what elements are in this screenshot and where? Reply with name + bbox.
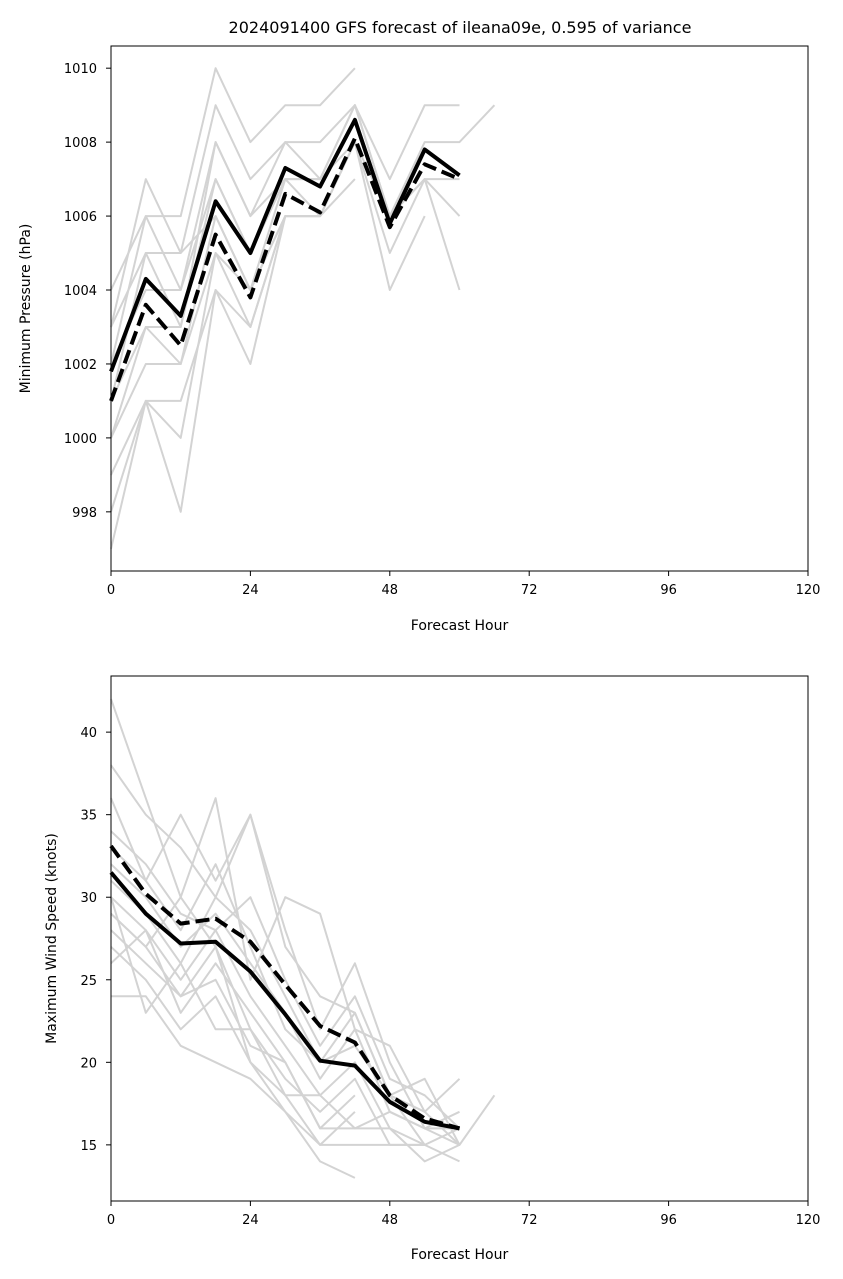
pressure-solid-line bbox=[109, 117, 461, 373]
wind-y-tick-label: 30 bbox=[80, 891, 97, 906]
wind-y-axis-label: Maximum Wind Speed (knots) bbox=[44, 833, 60, 1044]
pressure-y-tick-label: 1006 bbox=[64, 210, 97, 225]
wind-dashed-line bbox=[109, 844, 461, 1131]
wind-x-tick-label: 24 bbox=[242, 1213, 259, 1228]
pressure-y-tick-label: 1010 bbox=[64, 62, 97, 77]
pressure-member-line-1 bbox=[110, 67, 356, 291]
pressure-y-tick-label: 1000 bbox=[64, 432, 97, 447]
pressure-x-tick-label: 0 bbox=[107, 583, 115, 598]
wind-x-tick-label: 120 bbox=[796, 1213, 821, 1228]
pressure-y-tick-label: 1002 bbox=[64, 358, 97, 373]
figure-title: 2024091400 GFS forecast of ileana09e, 0.… bbox=[229, 18, 692, 37]
pressure-x-tick-label: 96 bbox=[660, 583, 677, 598]
wind-x-axis: 0 24 48 72 96 120 bbox=[107, 1201, 821, 1228]
wind-y-tick-label: 25 bbox=[80, 974, 97, 989]
pressure-y-axis-label: Minimum Pressure (hPa) bbox=[18, 224, 34, 394]
wind-x-tick-label: 72 bbox=[521, 1213, 538, 1228]
pressure-x-tick-label: 48 bbox=[382, 583, 399, 598]
pressure-member-lines bbox=[110, 67, 496, 550]
wind-y-axis: 15 20 25 30 35 40 bbox=[80, 726, 111, 1154]
wind-x-axis-label: Forecast Hour bbox=[411, 1247, 509, 1263]
wind-member-line-2 bbox=[110, 764, 496, 1146]
pressure-y-tick-label: 1008 bbox=[64, 136, 97, 151]
wind-y-tick-label: 20 bbox=[80, 1056, 97, 1071]
wind-member-line-15 bbox=[110, 929, 460, 1163]
pressure-x-axis-label: Forecast Hour bbox=[411, 618, 509, 634]
pressure-member-line-3 bbox=[110, 104, 496, 365]
wind-member-line-1 bbox=[110, 698, 461, 1113]
pressure-x-tick-label: 72 bbox=[521, 583, 538, 598]
wind-solid-line bbox=[109, 871, 460, 1131]
pressure-mean-lines bbox=[109, 117, 461, 402]
pressure-x-axis: 0 24 48 72 96 120 bbox=[107, 571, 821, 598]
pressure-x-tick-label: 120 bbox=[796, 583, 821, 598]
wind-x-tick-label: 48 bbox=[382, 1213, 399, 1228]
pressure-member-line-11 bbox=[110, 178, 287, 328]
wind-y-tick-label: 35 bbox=[80, 809, 97, 824]
pressure-panel: 0 24 48 72 96 120 998 1000 1002 1004 1006 1008 1010… bbox=[18, 45, 821, 634]
wind-y-tick-label: 15 bbox=[80, 1139, 97, 1154]
pressure-y-tick-label: 998 bbox=[72, 506, 97, 521]
wind-x-tick-label: 96 bbox=[660, 1213, 677, 1228]
wind-member-line-4 bbox=[110, 830, 461, 1130]
pressure-plot-frame bbox=[110, 45, 809, 572]
pressure-y-tick-label: 1004 bbox=[64, 284, 97, 299]
pressure-dashed-line bbox=[109, 136, 461, 402]
wind-x-tick-label: 0 bbox=[107, 1213, 115, 1228]
wind-y-tick-label: 40 bbox=[80, 726, 97, 741]
wind-mean-lines bbox=[109, 844, 461, 1131]
wind-plot-frame bbox=[110, 675, 809, 1202]
wind-member-line-7 bbox=[110, 879, 460, 1163]
wind-member-line-8 bbox=[110, 896, 426, 1146]
pressure-y-axis: 998 1000 1002 1004 1006 1008 1010 bbox=[64, 62, 111, 521]
pressure-x-tick-label: 24 bbox=[242, 583, 259, 598]
